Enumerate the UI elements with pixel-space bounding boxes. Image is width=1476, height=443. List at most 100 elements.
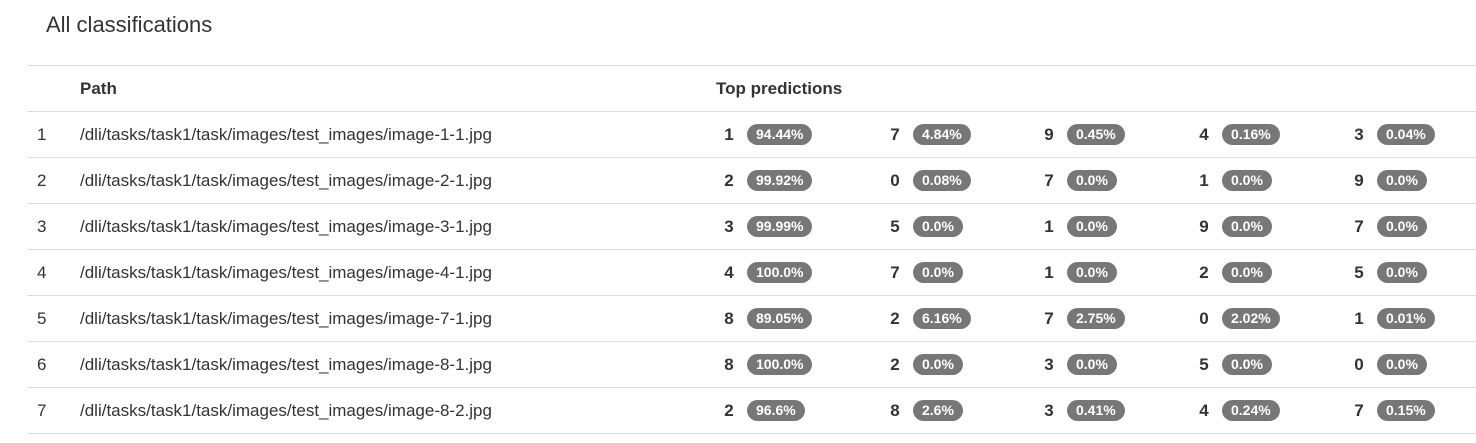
prediction-item: 8 89.05% [716,296,813,341]
prediction-item: 5 0.0% [1346,250,1427,295]
confidence-badge: 0.0% [1377,354,1427,375]
row-path: /dli/tasks/task1/task/images/test_images… [80,111,716,158]
row-path: /dli/tasks/task1/task/images/test_images… [80,249,716,296]
row-predictions: 4 100.0% 7 0.0% 1 0.0% 2 0.0% 5 0.0% [716,249,1476,296]
row-predictions: 8 89.05% 2 6.16% 7 2.75% 0 2.02% 1 0.01% [716,295,1476,342]
prediction-item: 3 0.41% [1036,388,1125,433]
prediction-label: 9 [1199,216,1209,236]
classifications-table: Path Top predictions 1/dli/tasks/task1/t… [27,65,1476,434]
prediction-label: 9 [1044,124,1054,144]
confidence-badge: 0.0% [1067,216,1117,237]
prediction-item: 1 0.0% [1036,250,1117,295]
confidence-badge: 0.15% [1377,400,1435,421]
prediction-item: 7 4.84% [882,112,971,157]
row-index: 1 [27,111,80,158]
confidence-badge: 0.0% [1067,170,1117,191]
confidence-badge: 94.44% [747,124,813,145]
table-header: Path Top predictions [27,65,1476,112]
row-predictions: 3 99.99% 5 0.0% 1 0.0% 9 0.0% 7 0.0% [716,203,1476,250]
prediction-label: 7 [890,124,900,144]
confidence-badge: 100.0% [747,262,813,283]
prediction-label: 1 [1199,170,1209,190]
prediction-label: 0 [1199,308,1209,328]
prediction-item: 2 0.0% [1191,250,1272,295]
confidence-badge: 0.0% [1067,262,1117,283]
prediction-label: 4 [1199,124,1209,144]
confidence-badge: 0.0% [1222,354,1272,375]
confidence-badge: 0.24% [1222,400,1280,421]
prediction-label: 7 [890,262,900,282]
table-row[interactable]: 6/dli/tasks/task1/task/images/test_image… [27,341,1476,388]
prediction-label: 1 [1354,308,1364,328]
prediction-label: 8 [724,308,734,328]
confidence-badge: 0.0% [1222,262,1272,283]
prediction-item: 9 0.0% [1346,158,1427,203]
prediction-label: 1 [1044,262,1054,282]
confidence-badge: 100.0% [747,354,813,375]
prediction-item: 4 0.24% [1191,388,1280,433]
prediction-item: 1 0.01% [1346,296,1435,341]
prediction-item: 3 99.99% [716,204,813,249]
prediction-label: 5 [1354,262,1364,282]
confidence-badge: 0.0% [1377,262,1427,283]
prediction-item: 7 0.0% [1346,204,1427,249]
prediction-label: 2 [890,354,900,374]
confidence-badge: 0.0% [913,262,963,283]
prediction-item: 3 0.04% [1346,112,1435,157]
prediction-label: 4 [724,262,734,282]
prediction-item: 7 0.0% [1036,158,1117,203]
prediction-label: 2 [724,400,734,420]
confidence-badge: 0.0% [1377,216,1427,237]
prediction-item: 7 0.0% [882,250,963,295]
prediction-item: 2 0.0% [882,342,963,387]
prediction-label: 0 [890,170,900,190]
table-row[interactable]: 5/dli/tasks/task1/task/images/test_image… [27,295,1476,342]
prediction-item: 8 100.0% [716,342,813,387]
confidence-badge: 0.0% [1222,216,1272,237]
confidence-badge: 0.08% [913,170,971,191]
prediction-label: 3 [1354,124,1364,144]
row-predictions: 8 100.0% 2 0.0% 3 0.0% 5 0.0% 0 0.0% [716,341,1476,388]
prediction-label: 2 [890,308,900,328]
prediction-label: 8 [724,354,734,374]
prediction-label: 2 [1199,262,1209,282]
prediction-item: 1 94.44% [716,112,813,157]
confidence-badge: 2.75% [1067,308,1125,329]
predictions-group: 1 94.44% 7 4.84% 9 0.45% 4 0.16% 3 0.04% [716,112,1476,157]
prediction-item: 9 0.0% [1191,204,1272,249]
confidence-badge: 99.92% [747,170,813,191]
prediction-item: 1 0.0% [1191,158,1272,203]
row-index: 3 [27,203,80,250]
table-row[interactable]: 2/dli/tasks/task1/task/images/test_image… [27,157,1476,204]
prediction-label: 3 [1044,354,1054,374]
table-row[interactable]: 3/dli/tasks/task1/task/images/test_image… [27,203,1476,250]
table-row[interactable]: 4/dli/tasks/task1/task/images/test_image… [27,249,1476,296]
prediction-item: 8 2.6% [882,388,963,433]
prediction-label: 7 [1354,400,1364,420]
confidence-badge: 89.05% [747,308,813,329]
table-row[interactable]: 1/dli/tasks/task1/task/images/test_image… [27,111,1476,158]
prediction-label: 2 [724,170,734,190]
prediction-label: 8 [890,400,900,420]
row-path: /dli/tasks/task1/task/images/test_images… [80,203,716,250]
confidence-badge: 0.01% [1377,308,1435,329]
prediction-label: 5 [1199,354,1209,374]
prediction-item: 5 0.0% [1191,342,1272,387]
confidence-badge: 2.6% [913,400,963,421]
table-row[interactable]: 7/dli/tasks/task1/task/images/test_image… [27,387,1476,434]
predictions-group: 8 100.0% 2 0.0% 3 0.0% 5 0.0% 0 0.0% [716,342,1476,387]
header-row: Path Top predictions [27,65,1476,112]
prediction-item: 2 6.16% [882,296,971,341]
prediction-item: 3 0.0% [1036,342,1117,387]
confidence-badge: 0.0% [913,216,963,237]
path-column-header: Path [80,65,716,112]
prediction-item: 0 0.08% [882,158,971,203]
row-path: /dli/tasks/task1/task/images/test_images… [80,387,716,434]
confidence-badge: 0.0% [1222,170,1272,191]
confidence-badge: 0.45% [1067,124,1125,145]
row-predictions: 2 96.6% 8 2.6% 3 0.41% 4 0.24% 7 0.15% [716,387,1476,434]
prediction-label: 5 [890,216,900,236]
confidence-badge: 96.6% [747,400,805,421]
prediction-label: 1 [724,124,734,144]
confidence-badge: 0.04% [1377,124,1435,145]
